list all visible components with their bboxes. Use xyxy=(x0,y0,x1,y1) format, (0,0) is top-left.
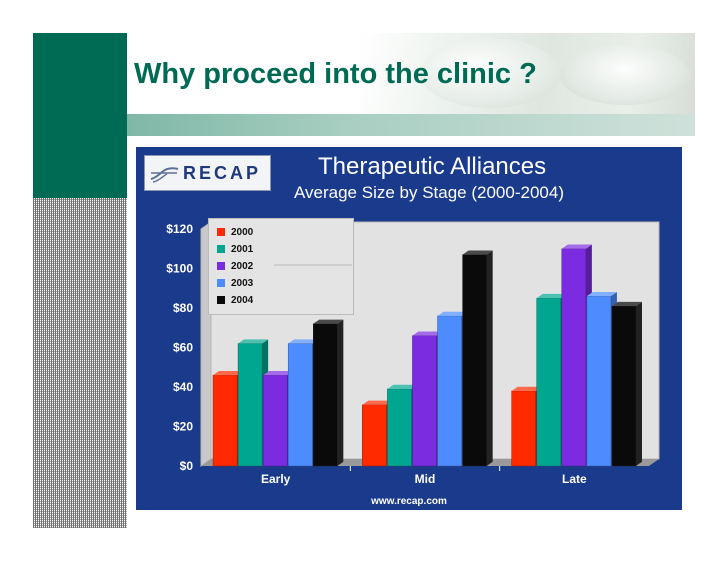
recap-swoosh-icon xyxy=(150,167,179,183)
y-tick-label: $100 xyxy=(166,262,193,276)
bar-top xyxy=(238,339,269,344)
x-tick-label: Late xyxy=(562,472,587,486)
chart-legend: 2000 2001 2002 2003 2004 xyxy=(208,218,354,315)
legend-label: 2004 xyxy=(231,294,254,306)
bar xyxy=(536,297,562,467)
source-credit: www.recap.com xyxy=(371,496,447,507)
bar xyxy=(561,248,587,467)
recap-logo: RECAP xyxy=(144,155,271,191)
bar-side xyxy=(486,250,493,466)
header-accent-band xyxy=(127,114,695,136)
legend-item: 2004 xyxy=(217,293,253,307)
y-tick-label: $20 xyxy=(173,420,193,434)
bar-top xyxy=(611,301,642,307)
bar xyxy=(237,343,263,467)
legend-label: 2002 xyxy=(231,260,254,272)
bar xyxy=(511,390,536,467)
bar-top xyxy=(536,293,567,299)
y-tick-label: $120 xyxy=(166,222,193,236)
bar-side xyxy=(636,301,642,466)
legend-divider xyxy=(274,264,352,266)
bar xyxy=(586,295,612,467)
legend-item: 2003 xyxy=(217,276,253,290)
legend-swatch xyxy=(217,262,225,270)
bar-top xyxy=(288,339,319,344)
x-tick-label: Mid xyxy=(415,472,436,486)
bar xyxy=(287,343,313,467)
bar-top xyxy=(511,386,542,391)
legend-swatch xyxy=(217,296,225,304)
legend-swatch xyxy=(217,245,225,253)
x-tick-label: Early xyxy=(261,472,291,486)
bar-top xyxy=(437,311,468,316)
bar xyxy=(611,305,637,467)
legend-item: 2001 xyxy=(217,242,253,256)
bar-side xyxy=(337,319,344,466)
chart-title: Therapeutic Alliances xyxy=(318,153,547,180)
bar-top xyxy=(362,400,393,405)
y-tick-label: $0 xyxy=(180,459,194,473)
bar-top xyxy=(462,250,493,255)
pill-shape xyxy=(560,45,690,105)
bar xyxy=(412,335,437,467)
bar-top xyxy=(586,291,617,297)
bar xyxy=(262,374,288,467)
bar-chart: $0 $20 $40 $60 $80 $100 $120 Early Mid Late xyxy=(166,221,660,486)
legend-swatch xyxy=(217,279,225,287)
bar xyxy=(212,374,238,467)
bar xyxy=(387,388,412,467)
y-tick-label: $40 xyxy=(173,380,193,394)
bar-top xyxy=(213,370,244,376)
y-tick-label: $60 xyxy=(173,341,193,355)
bar-top xyxy=(412,331,443,336)
hatched-sidebar-pattern xyxy=(33,198,127,528)
legend-item: 2000 xyxy=(217,225,253,239)
legend-label: 2000 xyxy=(231,226,254,238)
chart-panel: RECAP Therapeutic Alliances Average Size… xyxy=(136,147,682,510)
slide-title: Why proceed into the clinic ? xyxy=(134,58,537,90)
logo-text: RECAP xyxy=(183,163,262,183)
bar-top xyxy=(313,319,344,324)
legend-label: 2001 xyxy=(231,243,254,255)
chart-subtitle: Average Size by Stage (2000-2004) xyxy=(294,183,564,202)
bar xyxy=(313,323,338,467)
bar xyxy=(437,315,462,467)
bar-top xyxy=(263,370,294,376)
pill-shape xyxy=(420,38,560,108)
bar xyxy=(362,404,387,467)
legend-swatch xyxy=(217,228,225,236)
legend-item: 2002 xyxy=(217,259,253,273)
bar xyxy=(462,254,487,467)
bar-top xyxy=(561,244,592,249)
bar-top xyxy=(387,384,418,389)
green-accent-block xyxy=(33,33,127,198)
y-tick-label: $80 xyxy=(173,301,193,315)
legend-label: 2003 xyxy=(231,277,254,289)
